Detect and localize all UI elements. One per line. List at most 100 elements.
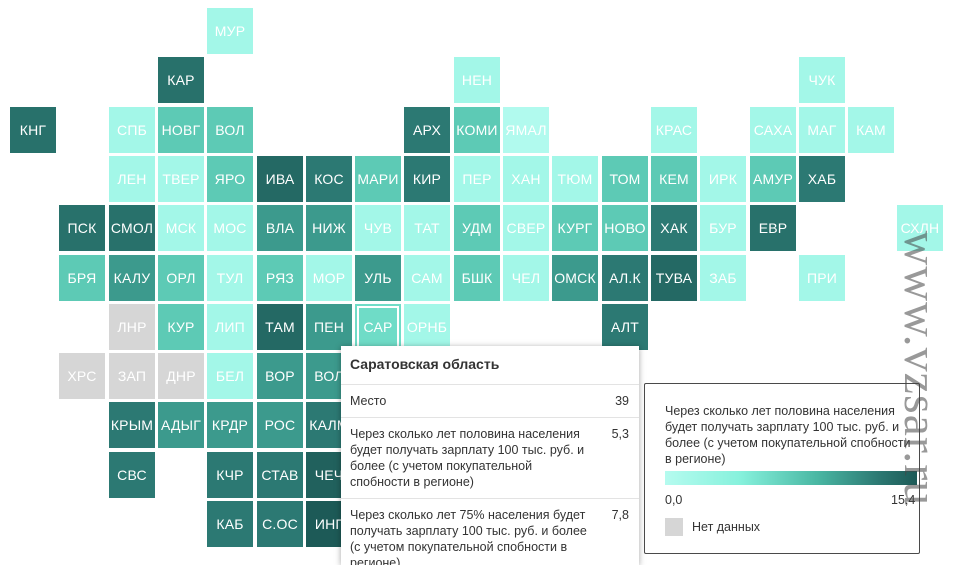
- region-tile[interactable]: МОС: [207, 205, 253, 251]
- region-tile[interactable]: МАРИ: [355, 156, 401, 202]
- region-tile[interactable]: САМ: [404, 255, 450, 301]
- region-tile[interactable]: ХАБ: [799, 156, 845, 202]
- region-tile[interactable]: МАГ: [799, 107, 845, 153]
- region-tile[interactable]: ВОР: [257, 353, 303, 399]
- region-tile[interactable]: АМУР: [750, 156, 796, 202]
- region-tile[interactable]: БЕЛ: [207, 353, 253, 399]
- region-tile[interactable]: КРДР: [207, 402, 253, 448]
- region-tile[interactable]: КЧР: [207, 452, 253, 498]
- region-tile[interactable]: РОС: [257, 402, 303, 448]
- region-code: МОС: [213, 220, 247, 236]
- region-tile[interactable]: ТАТ: [404, 205, 450, 251]
- region-tile[interactable]: СХЛН: [897, 205, 943, 251]
- region-tile[interactable]: ТВЕР: [158, 156, 204, 202]
- region-tile[interactable]: БШК: [454, 255, 500, 301]
- region-tile[interactable]: ХРС: [59, 353, 105, 399]
- region-tile[interactable]: ЯРО: [207, 156, 253, 202]
- region-tile[interactable]: УЛЬ: [355, 255, 401, 301]
- region-tile[interactable]: СПБ: [109, 107, 155, 153]
- region-tile[interactable]: КАР: [158, 57, 204, 103]
- region-tile[interactable]: САР: [355, 304, 401, 350]
- region-tile[interactable]: КРАС: [651, 107, 697, 153]
- region-tile[interactable]: С.ОС: [257, 501, 303, 547]
- region-tile[interactable]: ТЮМ: [552, 156, 598, 202]
- region-tile[interactable]: КЕМ: [651, 156, 697, 202]
- region-tile[interactable]: УДМ: [454, 205, 500, 251]
- region-tile[interactable]: КАМ: [848, 107, 894, 153]
- region-code: КЕМ: [659, 171, 689, 187]
- region-tile[interactable]: КУРГ: [552, 205, 598, 251]
- region-tile[interactable]: ВЛА: [257, 205, 303, 251]
- region-tile[interactable]: ОМСК: [552, 255, 598, 301]
- region-tile[interactable]: АДЫГ: [158, 402, 204, 448]
- region-tile[interactable]: КИР: [404, 156, 450, 202]
- region-tile[interactable]: АЛ.К: [602, 255, 648, 301]
- legend-gradient-bar: [665, 471, 917, 485]
- region-tile[interactable]: МСК: [158, 205, 204, 251]
- region-tile[interactable]: МОР: [306, 255, 352, 301]
- region-tile[interactable]: ЕВР: [750, 205, 796, 251]
- region-code: ВОЛ: [314, 368, 344, 384]
- region-code: ЗАБ: [709, 270, 737, 286]
- region-tile[interactable]: АРХ: [404, 107, 450, 153]
- region-tile[interactable]: КОС: [306, 156, 352, 202]
- region-tile[interactable]: ОРНБ: [404, 304, 450, 350]
- region-tile[interactable]: ЧУК: [799, 57, 845, 103]
- region-code: САР: [363, 319, 393, 335]
- region-tile[interactable]: ИРК: [700, 156, 746, 202]
- region-tile[interactable]: САХА: [750, 107, 796, 153]
- region-tile[interactable]: ЧУВ: [355, 205, 401, 251]
- region-tile[interactable]: СМОЛ: [109, 205, 155, 251]
- region-tile[interactable]: ЯМАЛ: [503, 107, 549, 153]
- region-tile[interactable]: НОВО: [602, 205, 648, 251]
- region-tile[interactable]: ВОЛ: [207, 107, 253, 153]
- region-tile[interactable]: КОМИ: [454, 107, 500, 153]
- region-tile[interactable]: ЧЕЛ: [503, 255, 549, 301]
- region-code: СМОЛ: [110, 220, 154, 236]
- region-tile[interactable]: ПЕН: [306, 304, 352, 350]
- region-tile[interactable]: НЕН: [454, 57, 500, 103]
- region-tile[interactable]: ПЕР: [454, 156, 500, 202]
- region-tile[interactable]: ЛИП: [207, 304, 253, 350]
- region-tile[interactable]: ТОМ: [602, 156, 648, 202]
- region-tile[interactable]: БУР: [700, 205, 746, 251]
- region-tile[interactable]: ТУВА: [651, 255, 697, 301]
- region-tile[interactable]: ЛНР: [109, 304, 155, 350]
- region-tile[interactable]: НОВГ: [158, 107, 204, 153]
- region-tile[interactable]: ОРЛ: [158, 255, 204, 301]
- region-tile[interactable]: МУР: [207, 8, 253, 54]
- region-code: ЛЕН: [117, 171, 147, 187]
- region-tile[interactable]: ЗАБ: [700, 255, 746, 301]
- region-code: МУР: [214, 23, 246, 39]
- region-tile[interactable]: ЗАП: [109, 353, 155, 399]
- region-tile[interactable]: ИВА: [257, 156, 303, 202]
- region-tile[interactable]: ПРИ: [799, 255, 845, 301]
- region-tile[interactable]: СТАВ: [257, 452, 303, 498]
- region-tile[interactable]: РЯЗ: [257, 255, 303, 301]
- region-tile[interactable]: ДНР: [158, 353, 204, 399]
- region-code: СПБ: [117, 122, 147, 138]
- region-tile[interactable]: НИЖ: [306, 205, 352, 251]
- region-tile[interactable]: КАЛУ: [109, 255, 155, 301]
- tooltip-row-value: 5,3: [611, 427, 629, 441]
- region-tile[interactable]: КНГ: [10, 107, 56, 153]
- region-tile[interactable]: ХАК: [651, 205, 697, 251]
- region-code: СТАВ: [261, 467, 299, 483]
- region-tile[interactable]: ЛЕН: [109, 156, 155, 202]
- region-tile[interactable]: КРЫМ: [109, 402, 155, 448]
- tooltip-row-75: Через сколько лет 75% населения будет по…: [341, 498, 639, 565]
- region-tile[interactable]: АЛТ: [602, 304, 648, 350]
- tooltip-title: Саратовская область: [350, 356, 500, 372]
- region-tile[interactable]: БРЯ: [59, 255, 105, 301]
- region-tile[interactable]: ТАМ: [257, 304, 303, 350]
- region-tooltip: Саратовская область Место 39 Через сколь…: [341, 346, 639, 565]
- region-code: ЗАП: [117, 368, 147, 384]
- region-tile[interactable]: ХАН: [503, 156, 549, 202]
- region-tile[interactable]: СВЕР: [503, 205, 549, 251]
- region-tile[interactable]: КАБ: [207, 501, 253, 547]
- region-tile[interactable]: СВС: [109, 452, 155, 498]
- region-tile[interactable]: ПСК: [59, 205, 105, 251]
- region-tile[interactable]: ТУЛ: [207, 255, 253, 301]
- region-tile[interactable]: КУР: [158, 304, 204, 350]
